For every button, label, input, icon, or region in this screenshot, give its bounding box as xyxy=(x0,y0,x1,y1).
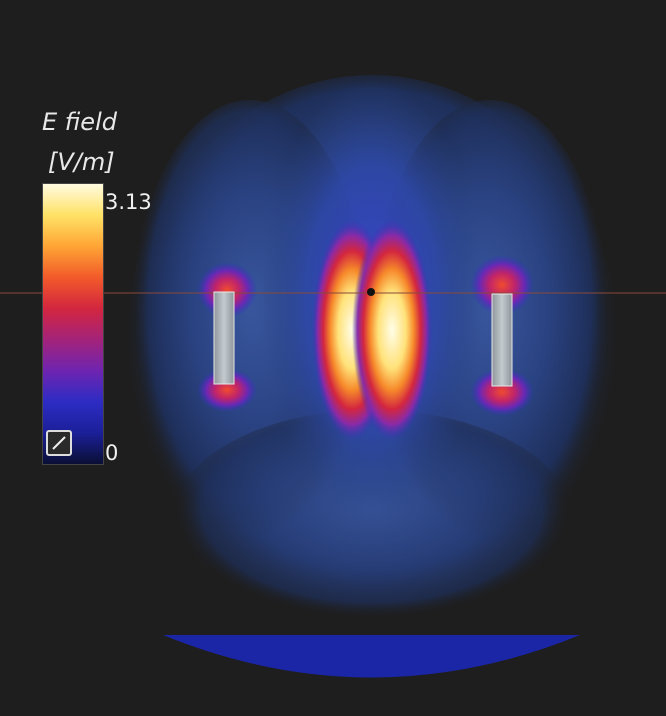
central-lobes xyxy=(312,220,432,440)
base-plate xyxy=(163,635,580,678)
side-hotspots xyxy=(197,255,534,416)
center-point-marker xyxy=(367,288,375,296)
colorbar-min-label: 0 xyxy=(105,441,119,465)
scale-toggle-icon[interactable] xyxy=(46,430,72,456)
left-probe-bar xyxy=(213,291,235,385)
legend-unit: [V/m] xyxy=(48,148,115,176)
diagonal-line-glyph xyxy=(52,436,66,450)
colorbar xyxy=(42,183,104,465)
field-cloud xyxy=(122,75,622,645)
legend-title: E field xyxy=(42,108,117,136)
right-probe-bar xyxy=(491,293,513,387)
colorbar-max-label: 3.13 xyxy=(105,190,152,214)
